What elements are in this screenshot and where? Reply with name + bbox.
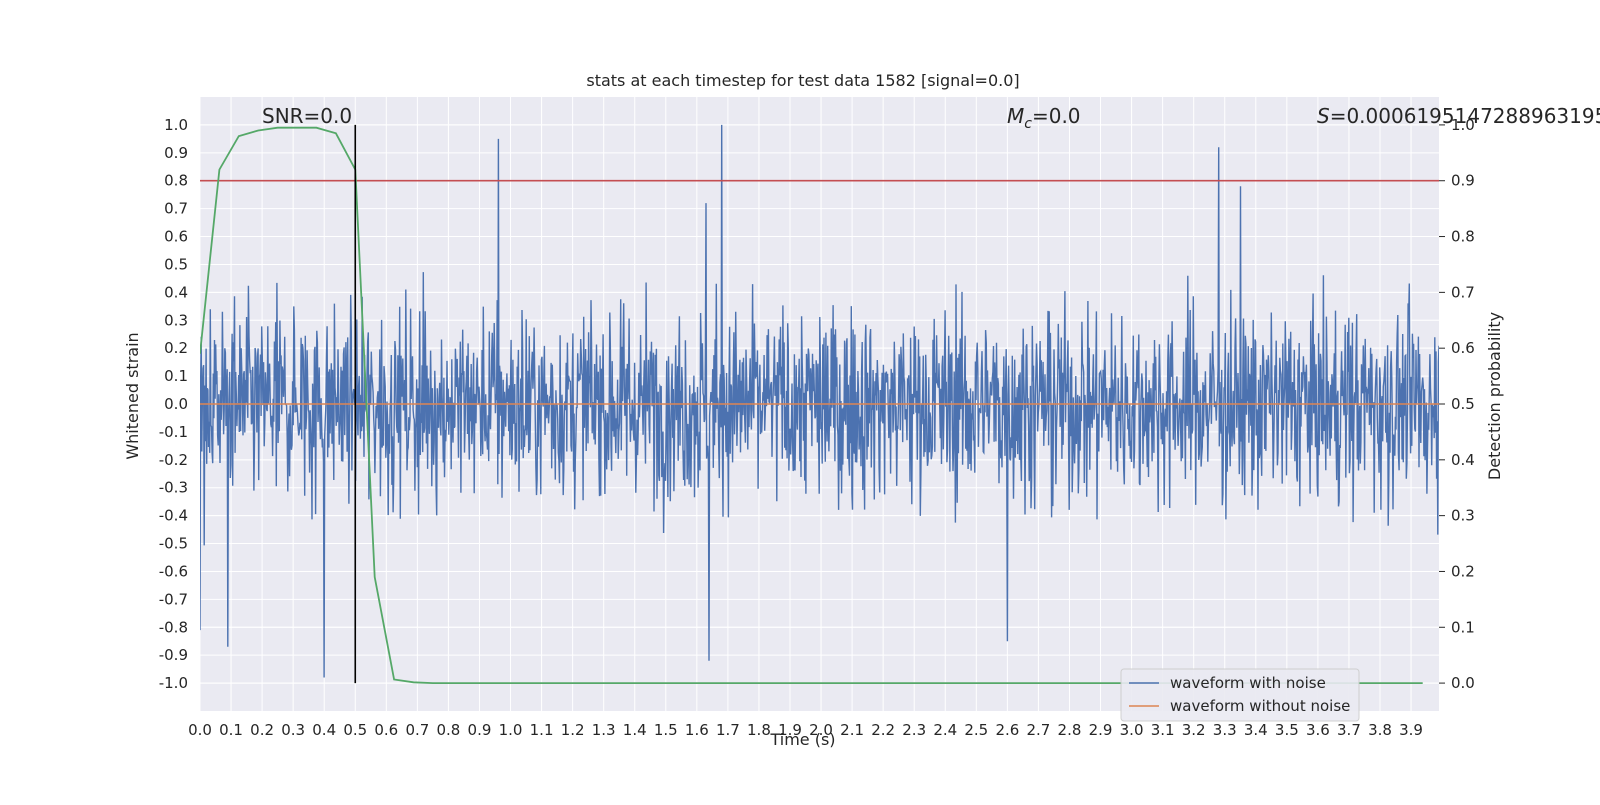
- chirp-mass-symbol: M: [1007, 104, 1024, 128]
- y2-tick-label: 0.2: [1451, 562, 1475, 580]
- x-tick-label: 2.9: [1089, 721, 1113, 739]
- s-annotation: S=0.0006195147288963195: [1317, 104, 1600, 128]
- chirp-mass-value: =0.0: [1032, 104, 1081, 128]
- y-tick-label: -0.7: [159, 590, 188, 608]
- x-tick-label: 3.7: [1337, 721, 1361, 739]
- x-tick-label: 2.6: [995, 721, 1019, 739]
- y-tick-label: 0.9: [164, 144, 188, 162]
- y-tick-label: 0.0: [164, 395, 188, 413]
- legend-label-noise: waveform with noise: [1170, 674, 1326, 692]
- y2-tick-label: 0.6: [1451, 339, 1475, 357]
- s-symbol: S: [1317, 104, 1330, 128]
- y-tick-label: -1.0: [159, 674, 188, 692]
- x-tick-label: 0.4: [312, 721, 336, 739]
- y2-tick-label: 0.0: [1451, 674, 1475, 692]
- x-tick-label: 1.2: [561, 721, 585, 739]
- y-tick-label: -0.9: [159, 646, 188, 664]
- y-tick-label: 0.4: [164, 283, 188, 301]
- s-value: =0.0006195147288963195: [1330, 104, 1600, 128]
- y2-axis-ticks: 1.00.90.80.70.60.50.40.30.20.10.0: [1439, 116, 1475, 692]
- y-tick-label: -0.5: [159, 535, 188, 553]
- x-tick-label: 1.4: [623, 721, 647, 739]
- y-tick-label: 0.2: [164, 339, 188, 357]
- x-tick-label: 2.3: [902, 721, 926, 739]
- y2-tick-label: 0.8: [1451, 228, 1475, 246]
- x-tick-label: 3.8: [1368, 721, 1392, 739]
- x-tick-label: 3.2: [1182, 721, 1206, 739]
- x-axis-label: Time (s): [769, 730, 835, 749]
- legend-label-clean: waveform without noise: [1170, 697, 1350, 715]
- x-tick-label: 2.8: [1058, 721, 1082, 739]
- y-tick-label: -0.2: [159, 451, 188, 469]
- x-tick-label: 0.9: [468, 721, 492, 739]
- x-tick-label: 0.3: [281, 721, 305, 739]
- x-tick-label: 1.7: [716, 721, 740, 739]
- y-tick-label: 0.3: [164, 311, 188, 329]
- x-tick-label: 3.3: [1213, 721, 1237, 739]
- x-tick-label: 2.2: [871, 721, 895, 739]
- x-tick-label: 0.6: [374, 721, 398, 739]
- x-tick-label: 3.9: [1399, 721, 1423, 739]
- snr-annotation: SNR=0.0: [262, 104, 352, 128]
- y2-tick-label: 0.7: [1451, 283, 1475, 301]
- chart-title: stats at each timestep for test data 158…: [586, 71, 1019, 90]
- y2-tick-label: 0.3: [1451, 507, 1475, 525]
- x-tick-label: 0.1: [219, 721, 243, 739]
- y2-tick-label: 0.5: [1451, 395, 1475, 413]
- x-tick-label: 0.7: [405, 721, 429, 739]
- y2-tick-label: 0.4: [1451, 451, 1475, 469]
- x-tick-label: 3.0: [1120, 721, 1144, 739]
- x-tick-label: 0.0: [188, 721, 212, 739]
- y-tick-label: 0.7: [164, 200, 188, 218]
- y-tick-label: -0.6: [159, 562, 188, 580]
- y2-tick-label: 0.1: [1451, 618, 1475, 636]
- x-tick-label: 2.5: [964, 721, 988, 739]
- x-tick-label: 1.1: [530, 721, 554, 739]
- y-tick-label: -0.3: [159, 479, 188, 497]
- x-tick-label: 0.5: [343, 721, 367, 739]
- y-tick-label: -0.4: [159, 507, 188, 525]
- x-tick-label: 1.0: [499, 721, 523, 739]
- x-tick-label: 2.7: [1026, 721, 1050, 739]
- x-tick-label: 0.8: [436, 721, 460, 739]
- y-tick-label: 0.1: [164, 367, 188, 385]
- x-tick-label: 3.1: [1151, 721, 1175, 739]
- y-tick-label: 0.5: [164, 255, 188, 273]
- y-tick-label: 1.0: [164, 116, 188, 134]
- x-tick-label: 2.4: [933, 721, 957, 739]
- y-tick-label: -0.1: [159, 423, 188, 441]
- x-tick-label: 3.5: [1275, 721, 1299, 739]
- y2-axis-label: Detection probability: [1485, 312, 1504, 480]
- y-axis-label: Whitened strain: [123, 332, 142, 459]
- x-tick-label: 1.6: [685, 721, 709, 739]
- x-tick-label: 1.3: [592, 721, 616, 739]
- x-tick-label: 2.1: [840, 721, 864, 739]
- y-tick-label: -0.8: [159, 618, 188, 636]
- y-tick-label: 0.8: [164, 172, 188, 190]
- x-tick-label: 1.5: [654, 721, 678, 739]
- x-tick-label: 3.4: [1244, 721, 1268, 739]
- chirp-mass-annotation: Mc=0.0: [1007, 104, 1081, 132]
- x-tick-label: 3.6: [1306, 721, 1330, 739]
- x-tick-label: 1.8: [747, 721, 771, 739]
- y2-tick-label: 0.9: [1451, 172, 1475, 190]
- legend: waveform with noise waveform without noi…: [1121, 669, 1359, 721]
- y-axis-ticks: 1.0 0.9 0.8 0.7 0.6 0.5 0.4 0.3 0.2 0.1 0.0 -0.1 -0.…: [159, 116, 188, 692]
- x-tick-label: 0.2: [250, 721, 274, 739]
- y-tick-label: 0.6: [164, 228, 188, 246]
